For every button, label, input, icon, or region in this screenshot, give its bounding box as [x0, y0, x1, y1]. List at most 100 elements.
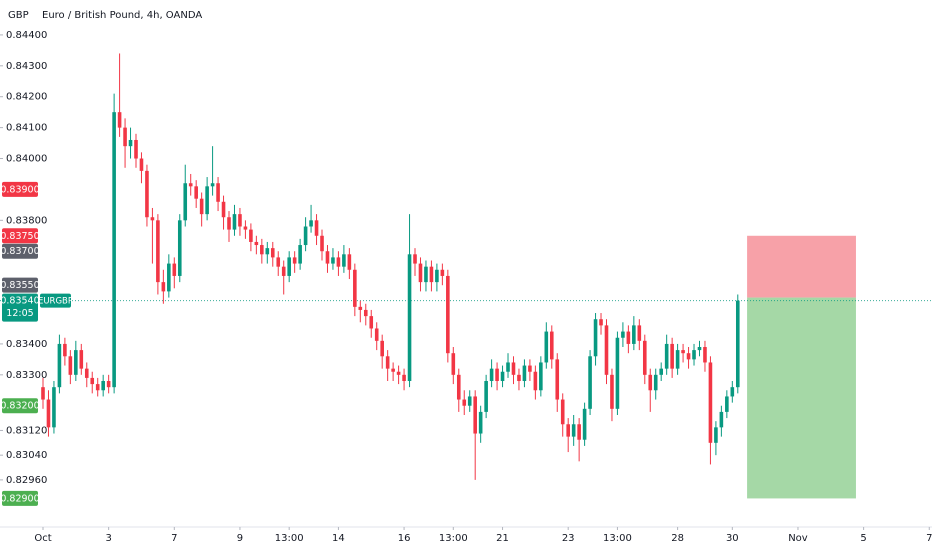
- x-tick-label: Nov: [788, 533, 808, 544]
- candle-body: [670, 343, 674, 369]
- candle-body: [57, 343, 62, 388]
- candle-body: [637, 325, 642, 341]
- y-tick-label: 0.83120: [6, 425, 47, 436]
- candle-body: [681, 350, 685, 354]
- candle-body: [522, 365, 527, 382]
- price-label-box: [2, 181, 38, 197]
- candle-body: [604, 325, 609, 375]
- candle-body: [730, 387, 735, 397]
- target-zone: [747, 297, 856, 499]
- last-price-label: 0.83540: [0, 296, 39, 307]
- x-tick-label: 16: [398, 533, 411, 544]
- candle-body: [265, 248, 270, 255]
- candle-body: [68, 356, 73, 375]
- candle-body: [560, 399, 565, 425]
- candle-body: [331, 257, 335, 264]
- x-tick-label: 13:00: [603, 533, 632, 544]
- candle-body: [90, 377, 95, 385]
- candle-body: [429, 266, 434, 283]
- candle-body: [112, 112, 116, 388]
- candle-body: [478, 411, 483, 434]
- candle-body: [588, 356, 592, 409]
- candle-body: [539, 362, 543, 391]
- candle-body: [555, 359, 560, 400]
- candle-body: [714, 427, 718, 443]
- candle-body: [84, 368, 89, 378]
- candle-body: [106, 381, 111, 388]
- candle-body: [500, 371, 505, 382]
- price-label-box: [2, 490, 38, 506]
- y-tick-label: 0.82960: [6, 475, 47, 486]
- symbol-box: [40, 293, 71, 308]
- y-tick-label: 0.84100: [6, 123, 47, 134]
- candle-body: [287, 257, 291, 276]
- candle-body: [134, 139, 138, 159]
- candle-body: [632, 325, 636, 344]
- candle-body: [703, 347, 707, 363]
- candle-body: [599, 319, 603, 326]
- candle-body: [380, 340, 384, 357]
- candle-body: [418, 263, 423, 283]
- candle-body: [336, 257, 341, 267]
- price-label-box: [2, 277, 38, 293]
- candle-body: [150, 217, 155, 221]
- x-tick-label: 7: [171, 533, 177, 544]
- candle-body: [391, 368, 395, 372]
- candle-body: [254, 241, 259, 246]
- candle-body: [221, 201, 226, 218]
- candle-body: [167, 263, 171, 292]
- candle-body: [506, 362, 510, 372]
- candle-body: [210, 183, 215, 187]
- candle-body: [610, 374, 614, 409]
- candle-body: [473, 396, 477, 434]
- x-tick-label: 13:00: [275, 533, 304, 544]
- x-tick-label: 21: [496, 533, 509, 544]
- candle-body: [188, 183, 193, 187]
- candle-body: [533, 371, 538, 391]
- price-label: 0.83900: [0, 184, 39, 195]
- candle-body: [517, 374, 521, 382]
- candle-body: [363, 309, 368, 317]
- x-tick-label: Oct: [34, 533, 51, 544]
- candle-body: [298, 245, 302, 264]
- price-label: 0.83550: [0, 280, 39, 291]
- candle-body: [238, 214, 242, 227]
- countdown: 12:05: [6, 308, 33, 319]
- candle-body: [161, 282, 166, 292]
- candle-body: [194, 186, 198, 199]
- candle-body: [205, 186, 209, 215]
- candle-body: [123, 127, 127, 147]
- candle-body: [358, 306, 363, 310]
- candle-body: [697, 347, 702, 351]
- candle-body: [659, 368, 663, 375]
- stop-zone: [747, 235, 856, 298]
- price-label-box: [2, 228, 38, 244]
- candle-body: [385, 356, 390, 369]
- candle-body: [495, 368, 499, 382]
- candle-body: [642, 340, 647, 375]
- symbol-label: EURGBP: [38, 297, 73, 307]
- x-tick-label: 30: [726, 533, 739, 544]
- candle-body: [353, 269, 357, 307]
- candle-body: [577, 424, 581, 440]
- x-tick-label: 7: [926, 533, 932, 544]
- candle-body: [347, 254, 352, 270]
- candle-body: [566, 424, 570, 437]
- candle-body: [276, 257, 281, 267]
- y-tick-label: 0.83400: [6, 339, 47, 350]
- candle-body: [243, 226, 248, 230]
- candle-body: [692, 350, 696, 360]
- x-tick-label: 5: [860, 533, 866, 544]
- candle-body: [292, 257, 297, 264]
- candle-body: [63, 343, 67, 357]
- candle-body: [46, 399, 51, 428]
- candle-body: [511, 362, 516, 375]
- candle-body: [374, 328, 379, 341]
- candle-body: [467, 396, 472, 406]
- x-tick-label: 9: [237, 533, 243, 544]
- candle-body: [342, 254, 346, 267]
- candle-body: [172, 263, 177, 276]
- candle-body: [369, 316, 374, 329]
- candle-body: [626, 331, 631, 344]
- candle-body: [440, 269, 445, 276]
